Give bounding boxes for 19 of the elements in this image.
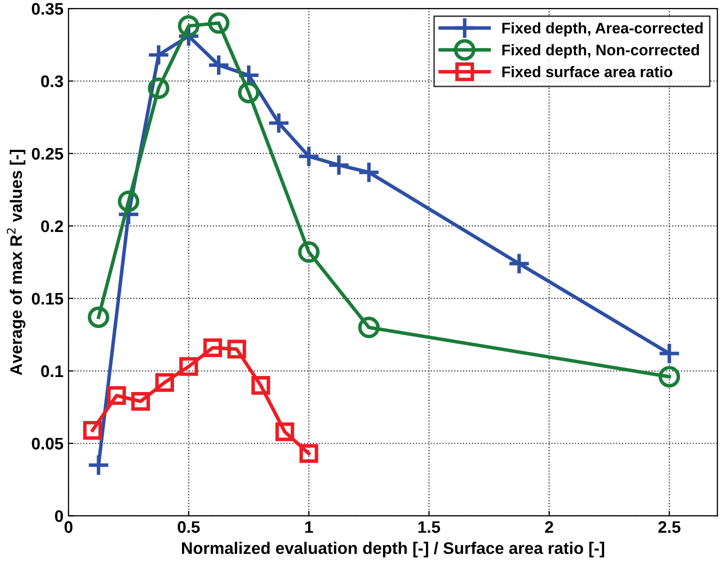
x-tick-label: 2.5 xyxy=(658,521,680,533)
x-tick-label: 1 xyxy=(305,521,313,533)
y-tick-label: 0.05 xyxy=(32,438,64,450)
y-tick-label: 0.3 xyxy=(41,75,64,88)
y-tick-label: 0.1 xyxy=(41,365,64,378)
x-tick-label: 2 xyxy=(545,521,554,533)
x-tick-label: 0 xyxy=(64,521,72,533)
x-axis-title: Normalized evaluation depth [-] / Surface area ratio [-] xyxy=(182,542,604,558)
y-axis-title: Average of max R$^{2}$ values [-] xyxy=(6,150,26,376)
legend-label: Fixed depth, Non-corrected xyxy=(502,44,699,58)
legend-label: Fixed depth, Area-corrected xyxy=(502,22,703,37)
y-tick-label: 0.2 xyxy=(41,220,63,232)
x-tick-label: 0.5 xyxy=(178,521,200,533)
x-tick-label: 1.5 xyxy=(418,521,440,533)
legend-label: Fixed surface area ratio xyxy=(502,66,672,78)
y-tick-label: 0.15 xyxy=(32,292,64,305)
y-tick-label: 0.25 xyxy=(32,148,64,160)
y-tick-label: 0 xyxy=(55,510,63,522)
y-tick-label: 0.35 xyxy=(32,2,64,15)
